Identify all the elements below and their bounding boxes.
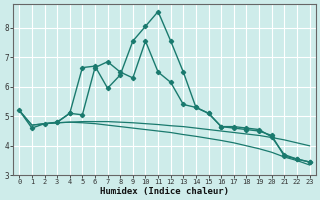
X-axis label: Humidex (Indice chaleur): Humidex (Indice chaleur): [100, 187, 229, 196]
